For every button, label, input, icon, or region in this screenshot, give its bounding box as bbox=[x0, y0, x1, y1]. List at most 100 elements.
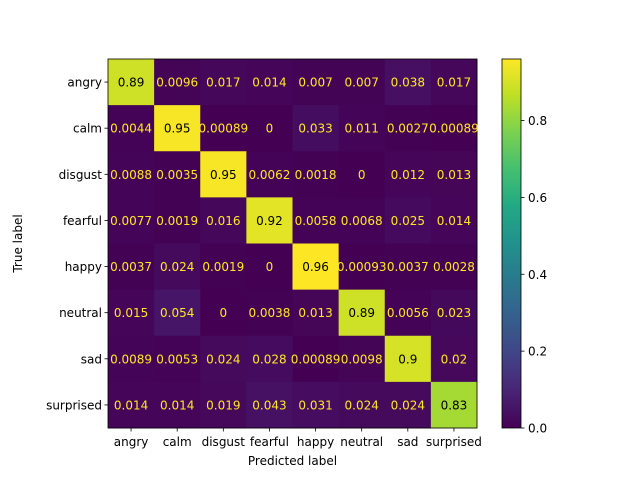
heatmap-cell bbox=[338, 243, 386, 291]
cell-value-label: 0.024 bbox=[391, 398, 425, 412]
cell-value-label: 0.0098 bbox=[341, 352, 383, 366]
y-tick-label: happy bbox=[65, 260, 102, 274]
cell-value-label: 0.00089 bbox=[291, 352, 341, 366]
heatmap-cell-labels: 0.89 0.0096 0.017 0.014 0.007 0.007 0.038 0.017… bbox=[110, 76, 479, 413]
heatmap-cell bbox=[108, 59, 155, 106]
cell-value-label: 0.0096 bbox=[156, 76, 198, 90]
cell-value-label: 0.012 bbox=[391, 168, 425, 182]
heatmap-cell bbox=[292, 105, 340, 152]
x-tick-label: surprised bbox=[426, 435, 482, 449]
cell-value-label: 0.017 bbox=[206, 76, 240, 90]
cell-value-label: 0.0018 bbox=[295, 168, 337, 182]
heatmap-cell bbox=[384, 105, 432, 152]
x-tick-label: calm bbox=[163, 435, 192, 449]
cell-value-label: 0.0037 bbox=[110, 260, 152, 274]
cell-value-label: 0.024 bbox=[206, 352, 240, 366]
heatmap-cell bbox=[246, 197, 293, 244]
heatmap-cell bbox=[338, 105, 386, 152]
cell-value-label: 0.0089 bbox=[110, 352, 152, 366]
heatmap-cell bbox=[384, 381, 432, 429]
heatmap-cell bbox=[246, 289, 293, 337]
cell-value-label: 0.96 bbox=[302, 260, 329, 274]
cell-value-label: 0.00093 bbox=[337, 260, 387, 274]
heatmap-cell bbox=[384, 335, 432, 383]
heatmap-cell bbox=[430, 289, 478, 337]
heatmap-cell bbox=[338, 381, 386, 429]
y-tick-label: disgust bbox=[59, 168, 103, 182]
heatmap-cell bbox=[430, 105, 478, 152]
cell-value-label: 0.95 bbox=[210, 168, 237, 182]
heatmap-cell bbox=[200, 381, 247, 429]
cell-value-label: 0.0053 bbox=[156, 352, 198, 366]
cell-value-label: 0.0058 bbox=[295, 214, 337, 228]
cell-value-label: 0.015 bbox=[114, 306, 148, 320]
heatmap-cell bbox=[292, 335, 340, 383]
x-tick-label: happy bbox=[297, 435, 334, 449]
cell-value-label: 0.014 bbox=[252, 76, 286, 90]
heatmap-cell bbox=[200, 105, 247, 152]
heatmap-cell bbox=[430, 197, 478, 244]
cell-value-label: 0 bbox=[266, 122, 274, 136]
heatmap-cell bbox=[154, 243, 201, 291]
colorbar bbox=[501, 58, 522, 429]
heatmap-frame bbox=[107, 58, 478, 429]
x-tick-label: fearful bbox=[250, 435, 289, 449]
y-tick-label: fearful bbox=[63, 214, 102, 228]
heatmap-cell bbox=[154, 335, 201, 383]
cell-value-label: 0.013 bbox=[437, 168, 471, 182]
x-axis-label: Predicted label bbox=[248, 454, 337, 468]
heatmap-cells bbox=[108, 59, 478, 429]
cell-value-label: 0.0019 bbox=[156, 214, 198, 228]
cell-value-label: 0.025 bbox=[391, 214, 425, 228]
colorbar-ticks: 0.0 0.2 0.4 0.6 0.8 bbox=[521, 114, 547, 436]
heatmap-cell bbox=[108, 197, 155, 244]
x-axis: angry calm disgust fearful happy neutral sad su… bbox=[114, 428, 482, 449]
cell-value-label: 0 bbox=[266, 260, 274, 274]
heatmap-cell bbox=[384, 59, 432, 106]
cell-value-label: 0.0019 bbox=[202, 260, 244, 274]
heatmap-cell bbox=[338, 335, 386, 383]
cell-value-label: 0.038 bbox=[391, 76, 425, 90]
cell-value-label: 0.013 bbox=[298, 306, 332, 320]
heatmap-cell bbox=[384, 289, 432, 337]
cell-value-label: 0.028 bbox=[252, 352, 286, 366]
cell-value-label: 0.054 bbox=[160, 306, 194, 320]
cell-value-label: 0.011 bbox=[345, 122, 379, 136]
cell-value-label: 0.016 bbox=[206, 214, 240, 228]
colorbar-tick-label: 0.2 bbox=[528, 345, 547, 359]
x-tick-label: neutral bbox=[340, 435, 383, 449]
cell-value-label: 0.0038 bbox=[248, 306, 290, 320]
cell-value-label: 0.0056 bbox=[387, 306, 429, 320]
heatmap-cell bbox=[292, 59, 340, 106]
cell-value-label: 0.00089 bbox=[429, 122, 479, 136]
cell-value-label: 0.95 bbox=[164, 122, 191, 136]
cell-value-label: 0.0068 bbox=[341, 214, 383, 228]
heatmap-cell bbox=[200, 289, 247, 337]
heatmap-cell bbox=[384, 243, 432, 291]
heatmap-cell bbox=[154, 197, 201, 244]
heatmap-cell bbox=[246, 243, 293, 291]
cell-value-label: 0.014 bbox=[160, 398, 194, 412]
cell-value-label: 0.0062 bbox=[248, 168, 290, 182]
heatmap-cell bbox=[108, 289, 155, 337]
cell-value-label: 0.02 bbox=[441, 352, 468, 366]
heatmap-cell bbox=[338, 197, 386, 244]
heatmap-cell bbox=[246, 335, 293, 383]
cell-value-label: 0.0035 bbox=[156, 168, 198, 182]
cell-value-label: 0.0037 bbox=[387, 260, 429, 274]
cell-value-label: 0.024 bbox=[345, 398, 379, 412]
y-tick-label: sad bbox=[81, 352, 102, 366]
cell-value-label: 0.023 bbox=[437, 306, 471, 320]
heatmap-cell bbox=[200, 335, 247, 383]
heatmap-cell bbox=[108, 335, 155, 383]
heatmap-cell bbox=[154, 105, 201, 152]
heatmap-cell bbox=[200, 151, 247, 198]
heatmap-cell bbox=[338, 151, 386, 198]
heatmap-cell bbox=[108, 151, 155, 198]
heatmap-cell bbox=[430, 335, 478, 383]
heatmap-cell bbox=[430, 243, 478, 291]
heatmap-cell bbox=[154, 151, 201, 198]
cell-value-label: 0.043 bbox=[252, 398, 286, 412]
heatmap-cell bbox=[430, 59, 478, 106]
cell-value-label: 0.024 bbox=[160, 260, 194, 274]
